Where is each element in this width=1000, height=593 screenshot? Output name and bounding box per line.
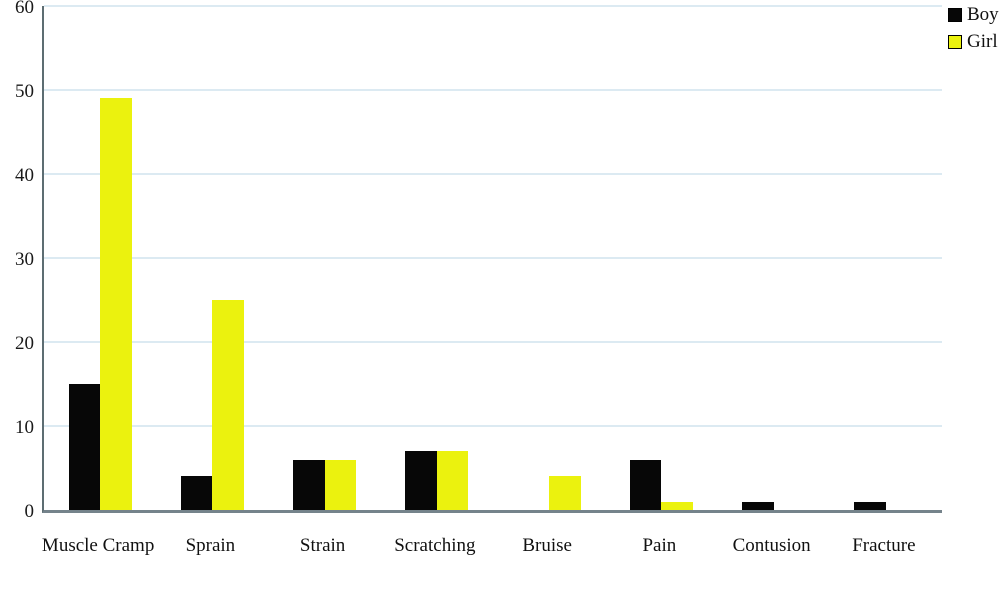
- gridline-10: [44, 425, 942, 427]
- gridline-40: [44, 173, 942, 175]
- plot-area: [42, 5, 942, 513]
- bar-boy-strain: [293, 459, 325, 510]
- x-cat-label-strain: Strain: [299, 535, 346, 556]
- bar-girl-scratching: [436, 451, 469, 510]
- bar-boy-contusion: [742, 501, 774, 510]
- legend: Boy Girl: [948, 4, 1000, 61]
- bar-girl-muscle-cramp: [100, 98, 132, 510]
- legend-item-boy: Boy: [948, 4, 1000, 25]
- x-cat-label-scratching: Scratching: [394, 535, 476, 556]
- x-cat-label-pain: Pain: [642, 535, 677, 556]
- x-axis: Muscle Cramp Sprain Strain Scratching Bruise…: [42, 530, 942, 564]
- bar-girl-strain: [324, 459, 357, 510]
- bar-girl-pain: [661, 501, 693, 510]
- bar-boy-fracture: [854, 501, 886, 510]
- gridline-20: [44, 341, 942, 343]
- y-tick-label-0: 0: [24, 501, 35, 522]
- y-tick-label-50: 50: [15, 81, 34, 102]
- y-axis: 0 10 20 30 40 50 60: [0, 0, 36, 522]
- y-tick-label-10: 10: [15, 417, 34, 438]
- x-cat-label-bruise: Bruise: [522, 535, 572, 556]
- gridline-60: [44, 5, 942, 7]
- legend-label-boy: Boy: [967, 4, 999, 25]
- legend-swatch-boy: [948, 8, 962, 22]
- bar-boy-muscle-cramp: [68, 384, 101, 510]
- x-cat-label-sprain: Sprain: [185, 535, 236, 556]
- legend-label-girl: Girl: [967, 31, 998, 52]
- legend-swatch-girl: [948, 35, 962, 49]
- x-cat-label-fracture: Fracture: [852, 535, 916, 556]
- y-tick-label-40: 40: [15, 165, 34, 186]
- x-cat-label-contusion: Contusion: [732, 535, 811, 556]
- y-tick-label-60: 60: [15, 0, 34, 18]
- gridline-30: [44, 257, 942, 259]
- bar-girl-bruise: [549, 476, 581, 510]
- gridline-50: [44, 89, 942, 91]
- legend-item-girl: Girl: [948, 31, 1000, 52]
- bar-boy-scratching: [405, 451, 437, 510]
- bar-boy-sprain: [180, 476, 213, 510]
- bar-boy-pain: [629, 459, 662, 510]
- y-tick-label-20: 20: [15, 333, 34, 354]
- x-cat-label-muscle-cramp: Muscle Cramp: [41, 535, 155, 556]
- bar-girl-sprain: [212, 300, 244, 510]
- y-tick-label-30: 30: [15, 249, 34, 270]
